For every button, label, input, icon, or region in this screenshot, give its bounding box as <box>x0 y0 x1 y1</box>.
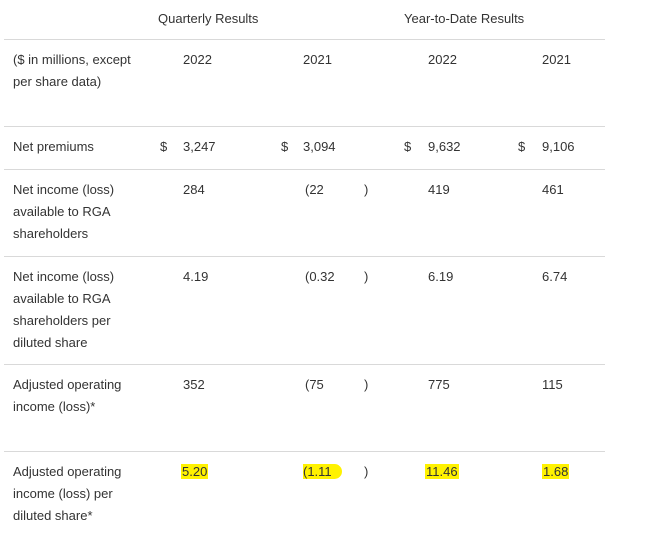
row-label-net-income: Net income (loss) available to RGA share… <box>13 182 115 241</box>
value-q2022: 3,247 <box>183 139 216 154</box>
row-label-net-income-per-share: Net income (loss) available to RGA share… <box>13 269 115 350</box>
currency-symbol: $ <box>281 139 289 154</box>
row-rule <box>4 451 605 452</box>
closing-paren: ) <box>364 182 369 197</box>
value-q2022: 4.19 <box>183 269 209 284</box>
value-y2021: 9,106 <box>542 139 575 154</box>
value-q2021: (75 <box>305 377 324 392</box>
col-header-q2021: 2021 <box>303 52 332 67</box>
value-q2021: 3,094 <box>303 139 336 154</box>
closing-paren: ) <box>364 269 369 284</box>
row-label-net-premiums: Net premiums <box>13 139 94 154</box>
currency-symbol: $ <box>518 139 526 154</box>
value-q2021-highlighted: (1.11 <box>303 464 342 479</box>
currency-symbol: $ <box>160 139 168 154</box>
closing-paren: ) <box>364 377 369 392</box>
value-q2022: 352 <box>183 377 205 392</box>
row-rule <box>4 364 605 365</box>
value-q2021: (0.32 <box>305 269 335 284</box>
row-label-adjusted-operating-income: Adjusted operating income (loss)* <box>13 377 122 414</box>
value-y2022: 9,632 <box>428 139 461 154</box>
value-y2022: 775 <box>428 377 450 392</box>
col-header-y2022: 2022 <box>428 52 457 67</box>
value-y2022-highlighted: 11.46 <box>425 464 459 479</box>
value-y2021: 115 <box>542 377 563 392</box>
value-q2022: 284 <box>183 182 205 197</box>
value-y2021: 461 <box>542 182 564 197</box>
col-header-y2021: 2021 <box>542 52 571 67</box>
value-y2022: 419 <box>428 182 450 197</box>
header-rule <box>4 39 605 40</box>
value-y2021: 6.74 <box>542 269 568 284</box>
value-y2022: 6.19 <box>428 269 454 284</box>
currency-symbol: $ <box>404 139 412 154</box>
row-rule <box>4 126 605 127</box>
value-q2022-highlighted: 5.20 <box>181 464 209 479</box>
row-rule <box>4 256 605 257</box>
quarterly-results-header: Quarterly Results <box>158 11 259 26</box>
col-header-q2022: 2022 <box>183 52 212 67</box>
row-rule <box>4 169 605 170</box>
value-y2021-highlighted: 1.68 <box>542 464 570 479</box>
value-q2021: (22 <box>305 182 324 197</box>
units-label: ($ in millions, except per share data) <box>13 52 131 89</box>
ytd-results-header: Year-to-Date Results <box>404 11 525 26</box>
closing-paren: ) <box>364 464 369 479</box>
row-label-adjusted-operating-income-per-share: Adjusted operating income (loss) per dil… <box>13 464 122 523</box>
